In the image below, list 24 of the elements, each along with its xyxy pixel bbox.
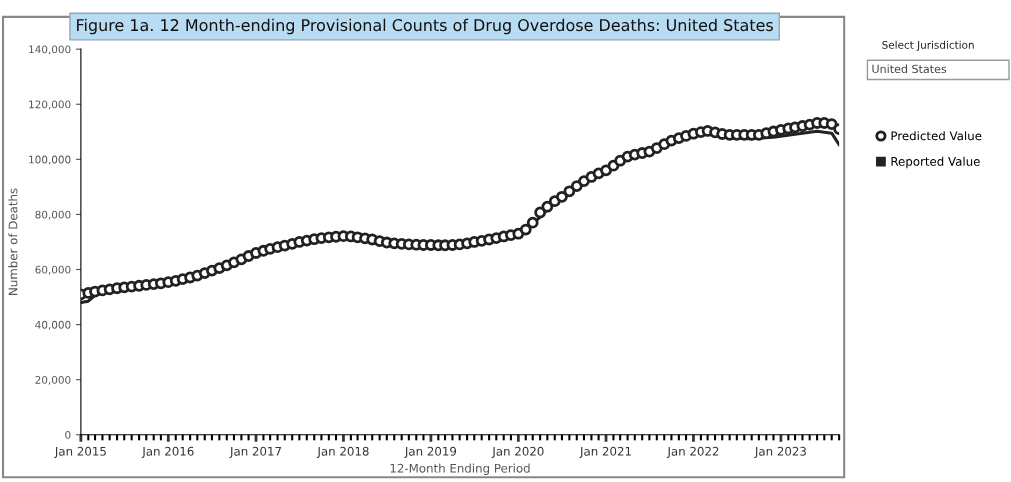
y-tick-label: 40,000: [35, 320, 71, 330]
y-tick-label: 140,000: [29, 45, 71, 55]
legend-label: Reported Value: [891, 156, 980, 169]
x-tick-label: Jan 2018: [316, 446, 369, 458]
x-tick-label: Jan 2015: [54, 446, 106, 458]
y-tick-label: 100,000: [29, 155, 71, 165]
legend-label: Predicted Value: [891, 131, 982, 141]
chart-title: Figure 1a. 12 Month-ending Provisional Counts of Drug Overdose Deaths: United States: [77, 18, 773, 35]
y-tick-label: 20,000: [35, 375, 71, 385]
x-tick-label: Jan 2019: [404, 446, 457, 458]
y-tick-label: 120,000: [29, 100, 71, 110]
x-tick-label: Jan 2016: [141, 446, 194, 458]
y-tick-label: 60,000: [35, 265, 71, 275]
text: Select Jurisdiction: [882, 40, 974, 51]
x-axis-title: 12-Month Ending Period: [390, 463, 530, 475]
x-tick-label: Jan 2017: [229, 446, 281, 458]
x-tick-label: Jan 2022: [666, 446, 719, 458]
y-axis-title: Number of Deaths: [8, 188, 18, 295]
y-tick-label: 80,000: [35, 210, 71, 220]
text: United States: [872, 64, 947, 74]
x-tick-label: Jan 2020: [491, 446, 544, 458]
x-tick-label: Jan 2021: [579, 446, 631, 458]
y-tick-label: 0: [65, 430, 71, 439]
x-tick-label: Jan 2023: [754, 446, 806, 458]
